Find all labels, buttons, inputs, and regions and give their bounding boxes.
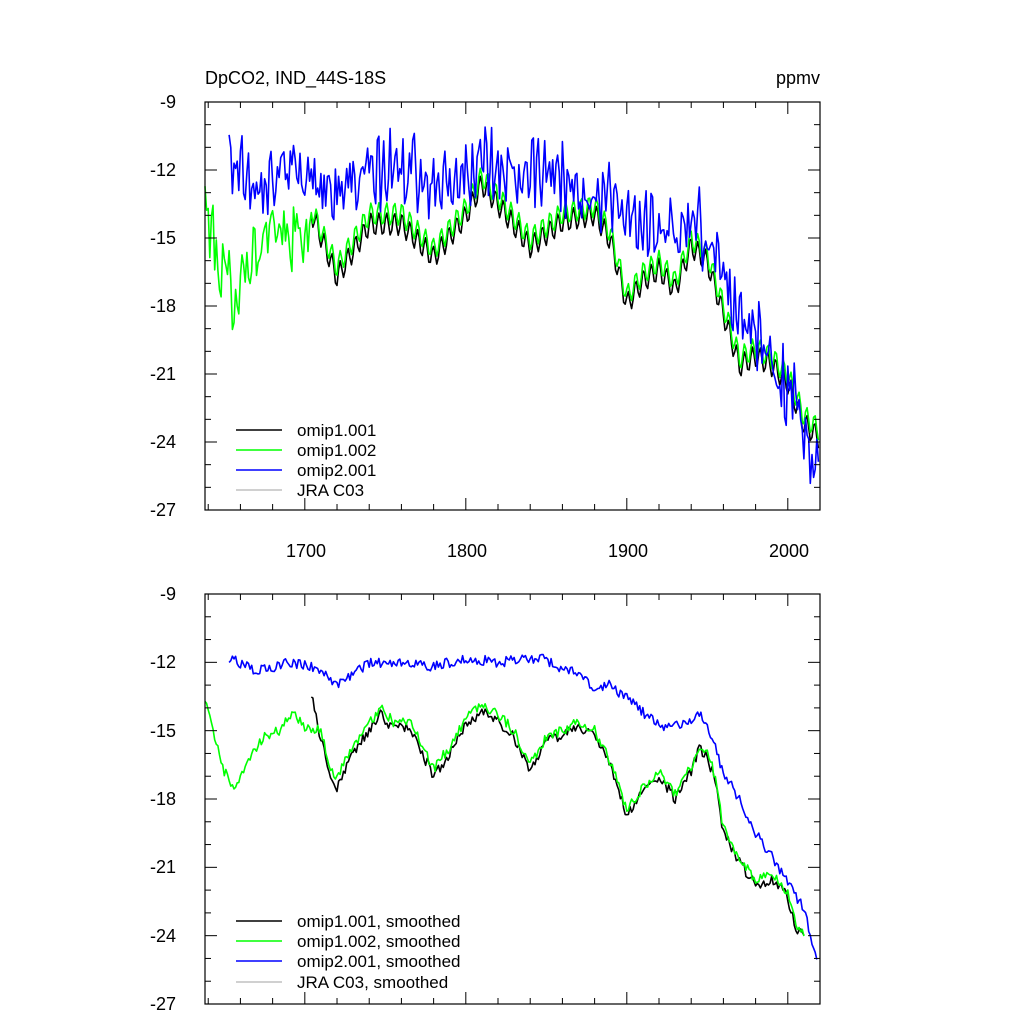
top-ytick-label: -27 <box>150 500 176 520</box>
units-label: ppmv <box>776 68 820 88</box>
legend-label-omip1-002-smoothed: omip1.002, smoothed <box>297 932 461 951</box>
legend-label-omip1-001: omip1.001 <box>297 421 376 440</box>
top-ytick-label: -15 <box>150 228 176 248</box>
bottom-plot-frame <box>204 593 821 1005</box>
series-line-omip2-001 <box>228 126 820 485</box>
top-ytick-label: -12 <box>150 160 176 180</box>
legend-label-omip1-002: omip1.002 <box>297 441 376 460</box>
series-line-omip1-002-smoothed <box>204 700 805 937</box>
top-xtick-label: 2000 <box>769 541 809 561</box>
top-ytick-label: -21 <box>150 364 176 384</box>
bottom-axis-ticks <box>205 593 821 1005</box>
bottom-ytick-label: -12 <box>150 652 176 672</box>
top-ytick-label: -18 <box>150 296 176 316</box>
top-xtick-label: 1900 <box>608 541 648 561</box>
top-xtick-label: 1800 <box>447 541 487 561</box>
top-ytick-label: -24 <box>150 432 176 452</box>
legend-label-jra-c03: JRA C03 <box>297 481 364 500</box>
legend-label-omip2-001: omip2.001 <box>297 461 376 480</box>
top-axis-ticks <box>205 101 821 511</box>
legend-label-omip1-001-smoothed: omip1.001, smoothed <box>297 912 461 931</box>
bottom-ytick-label: -18 <box>150 789 176 809</box>
series-line-omip2-001-smoothed <box>228 653 818 960</box>
bottom-ytick-label: -15 <box>150 721 176 741</box>
bottom-ytick-label: -21 <box>150 857 176 877</box>
bottom-panel: -9 -12 -15 -18 -21 -24 -27 omip1.001, sm… <box>150 584 821 1014</box>
top-ytick-label: -9 <box>160 92 176 112</box>
bottom-ytick-label: -9 <box>160 584 176 604</box>
legend-label-jra-c03-smoothed: JRA C03, smoothed <box>297 973 448 992</box>
top-series-group <box>204 126 820 485</box>
chart-title: DpCO2, IND_44S-18S <box>205 68 386 89</box>
bottom-legend: omip1.001, smoothed omip1.002, smoothed … <box>236 912 461 992</box>
bottom-ytick-label: -24 <box>150 926 176 946</box>
bottom-ytick-label: -27 <box>150 994 176 1014</box>
top-legend: omip1.001 omip1.002 omip2.001 JRA C03 <box>236 421 376 500</box>
top-xtick-label: 1700 <box>286 541 326 561</box>
top-plot-frame <box>204 101 821 511</box>
series-line-omip1-002 <box>204 167 820 441</box>
legend-label-omip2-001-smoothed: omip2.001, smoothed <box>297 952 461 971</box>
bottom-series-group <box>204 653 818 960</box>
top-panel: DpCO2, IND_44S-18S ppmv -9 -12 -15 -18 -… <box>150 68 821 561</box>
